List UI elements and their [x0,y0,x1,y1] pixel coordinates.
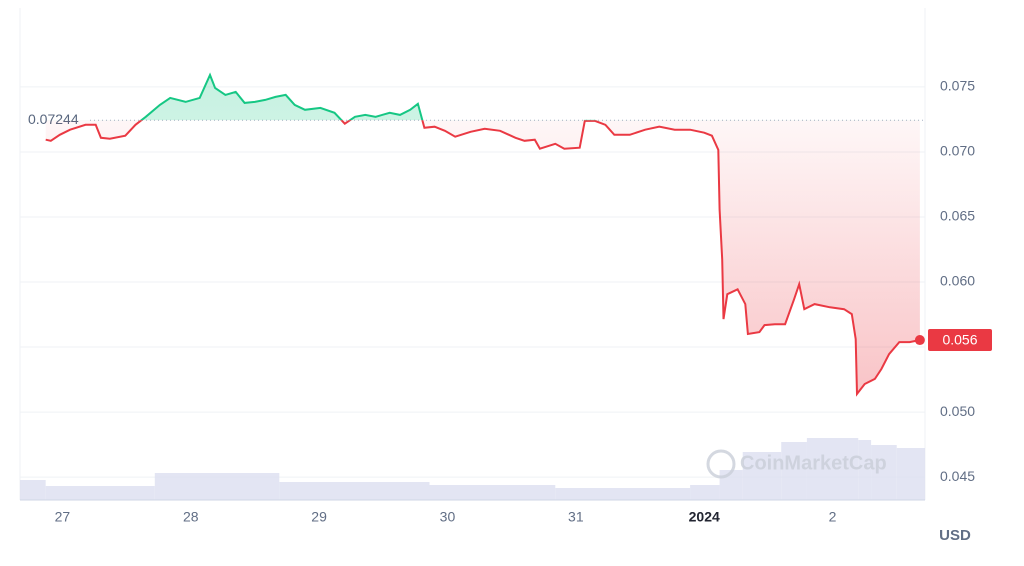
volume-bar [896,448,925,500]
area-down [45,120,920,394]
x-tick-label: 31 [568,509,584,525]
area-up [141,75,423,121]
volume-bar [154,473,280,500]
volume-bar [690,485,720,500]
x-tick-label: 27 [55,509,71,525]
x-tick-label: 29 [311,509,327,525]
y-tick-label: 0.045 [940,468,975,484]
currency-label: USD [939,527,971,544]
volume-bar [871,445,897,500]
volume-bar [555,488,691,500]
volume-bar [781,442,807,500]
y-tick-label: 0.075 [940,78,975,94]
y-tick-label: 0.070 [940,143,975,159]
volume-bar [20,480,46,500]
y-tick-label: 0.060 [940,273,975,289]
volume-bar [45,486,155,500]
last-point [914,335,925,346]
watermark: CoinMarketCap [740,452,887,474]
x-tick-label: 2 [829,509,837,525]
volume-bar [719,470,743,500]
price-tag-label: 0.056 [942,332,977,348]
price-tag [928,329,992,352]
price-line-down [45,120,921,397]
price-line-up [139,72,597,121]
volume-bar [806,438,859,500]
x-tick-label: 2024 [689,509,720,525]
watermark-logo [706,449,736,479]
y-tick-label: 0.065 [940,208,975,224]
volume-bar [279,482,430,500]
volume-bar [858,440,872,500]
volume-bar [742,452,782,500]
x-tick-label: 28 [183,509,199,525]
y-tick-label: 0.050 [940,403,975,419]
volume-bar [429,485,556,500]
x-tick-label: 30 [440,509,456,525]
